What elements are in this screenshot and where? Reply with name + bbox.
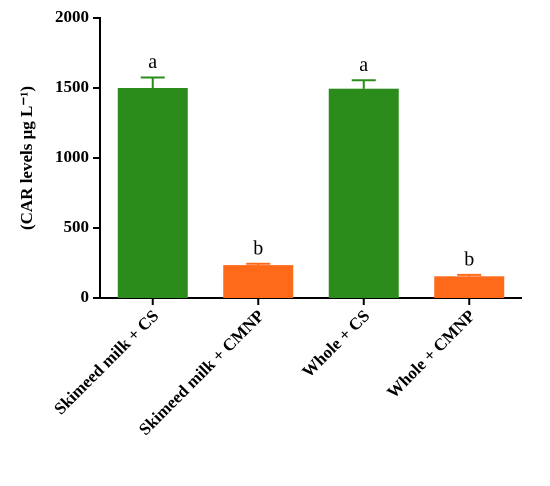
annotation: a [359,54,368,76]
annotation: b [253,237,263,259]
bar [117,88,188,298]
y-axis-label: (CAR levels μg L⁻¹) [17,86,36,230]
y-tick-label: 2000 [55,7,89,26]
bar [434,276,505,298]
bar [223,265,294,298]
y-tick-label: 0 [81,287,90,306]
error-bar [246,262,271,266]
error-bar [140,76,165,88]
x-tick-label: Whole + CS [298,306,373,381]
x-tick-label: Skimeed milk + CS [50,306,162,418]
error-bar [457,273,482,277]
annotation: a [148,51,157,73]
error-bar [351,79,376,89]
y-tick-label: 1000 [55,147,89,166]
annotation: b [464,248,474,270]
bar [328,88,399,298]
y-tick-label: 1500 [55,77,89,96]
y-tick-label: 500 [64,217,90,236]
x-tick-label: Whole + CMNP [383,306,479,402]
